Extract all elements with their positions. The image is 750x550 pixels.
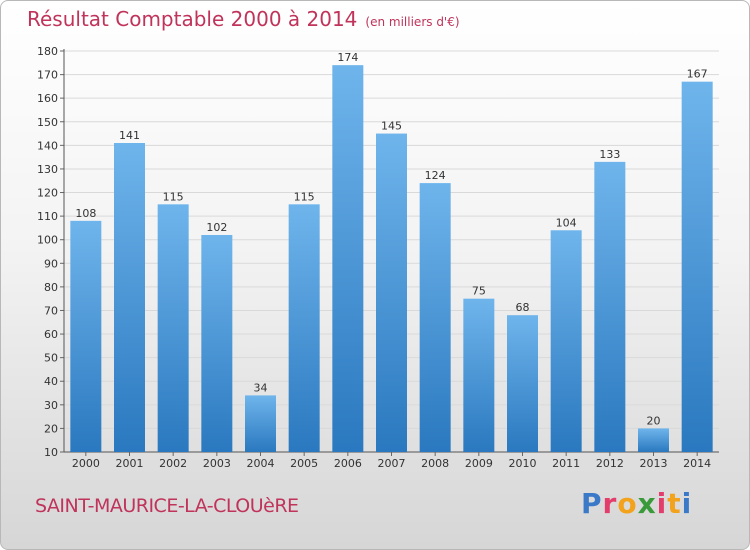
x-tick-label: 2006 [334,457,362,470]
bars [70,65,713,453]
data-label: 75 [472,285,486,298]
bar-2001 [114,142,145,452]
x-tick-label: 2002 [159,457,187,470]
x-tick-label: 2007 [378,457,406,470]
data-label: 68 [516,301,530,314]
y-tick-label: 100 [37,234,58,247]
logo-letter: i [681,487,693,520]
data-label: 108 [75,207,96,220]
data-label: 174 [337,51,358,64]
x-tick-label: 2009 [465,457,493,470]
logo-letter: i [656,487,668,520]
data-label: 133 [599,148,620,161]
bar-2009 [463,298,495,452]
x-tick-label: 2003 [203,457,231,470]
bar-2007 [376,133,407,452]
data-label: 20 [647,414,661,427]
y-tick-label: 140 [37,139,58,152]
bar-2010 [507,315,538,452]
y-tick-label: 80 [44,281,58,294]
data-label: 145 [381,120,402,133]
y-tick-label: 180 [37,45,58,58]
data-label: 115 [163,190,184,203]
x-tick-label: 2008 [421,457,449,470]
y-tick-label: 170 [37,69,58,82]
unit-label: (en milliers d'€) [365,15,460,29]
x-tick-label: 2000 [72,457,100,470]
x-tick-label: 2005 [290,457,318,470]
data-label: 104 [556,216,577,229]
logo-letter: r [602,487,618,520]
bar-2012 [594,161,626,453]
chart-title-block: Résultat Comptable 2000 à 2014 (en millie… [27,7,460,31]
chart-title: Résultat Comptable 2000 à 2014 [27,7,358,31]
data-label: 167 [687,68,708,81]
y-tick-label: 90 [44,257,58,270]
bar-2004 [245,395,276,452]
bar-2013 [638,428,669,452]
x-tick-label: 2014 [683,457,711,470]
logo-letter: t [667,487,682,520]
y-tick-label: 160 [37,92,58,105]
y-tick-label: 10 [44,446,58,459]
data-label: 141 [119,129,140,142]
bar-2002 [157,204,189,452]
x-tick-label: 2011 [552,457,580,470]
data-label: 115 [294,190,315,203]
y-tick-label: 20 [44,422,58,435]
y-tick-label: 70 [44,304,58,317]
town-name: SAINT-MAURICE-LA-CLOUèRE [35,495,299,517]
bar-2005 [288,204,320,452]
y-tick-label: 110 [37,210,58,223]
x-tick-label: 2010 [509,457,537,470]
y-tick-label: 120 [37,187,58,200]
bar-2006 [332,65,364,452]
proxiti-logo: Proxiti [581,487,692,520]
data-label: 102 [206,221,227,234]
data-label: 124 [425,169,446,182]
y-tick-label: 40 [44,375,58,388]
y-tick-label: 150 [37,116,58,129]
x-tick-label: 2013 [640,457,668,470]
bar-2011 [550,230,582,452]
data-label: 34 [254,381,268,394]
bar-2008 [419,183,451,452]
data-labels: 108 141 115 102 34 115 174 145 124 75 68 104 133 20 16… [75,51,707,427]
logo-letter: o [617,487,638,520]
y-tick-label: 60 [44,328,58,341]
bar-2003 [201,234,233,452]
logo-letter: x [637,487,657,520]
y-tick-label: 130 [37,163,58,176]
logo-letter: P [581,487,603,520]
y-tick-label: 30 [44,399,58,412]
bar-2014 [681,81,713,452]
x-tick-label: 2012 [596,457,624,470]
bar-2000 [70,220,102,452]
y-tick-label: 50 [44,352,58,365]
x-tick-label: 2004 [247,457,275,470]
x-tick-label: 2001 [116,457,144,470]
